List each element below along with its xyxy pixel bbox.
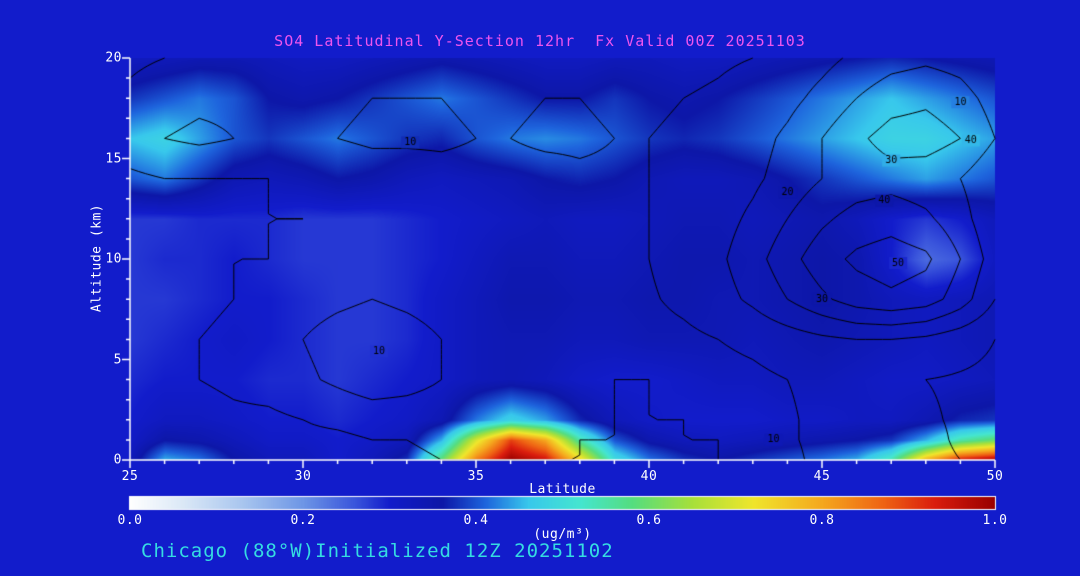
colorbar-tick-label: 0.4 (463, 513, 489, 528)
x-tick-label: 45 (813, 469, 831, 484)
x-tick-label: 25 (121, 469, 139, 484)
colorbar-unit-label: (ug/m³) (533, 527, 592, 542)
y-axis-label: Altitude (km) (89, 203, 105, 313)
colorbar-tick-label: 0.8 (809, 513, 835, 528)
colorbar-tick-label: 0.0 (117, 513, 143, 528)
footer-text: Chicago (88°W)Initialized 12Z 20251102 (141, 540, 614, 562)
x-tick-label: 40 (640, 469, 658, 484)
colorbar-tick-label: 1.0 (982, 513, 1008, 528)
colorbar-tick-label: 0.2 (290, 513, 316, 528)
x-tick-label: 30 (294, 469, 312, 484)
x-axis-label: Latitude (529, 482, 596, 497)
y-tick-label: 15 (105, 151, 122, 166)
y-tick-label: 5 (113, 352, 122, 367)
y-tick-label: 10 (105, 251, 122, 267)
y-tick-label: 20 (105, 50, 122, 66)
y-tick-label: 0 (113, 452, 122, 468)
x-tick-label: 35 (467, 469, 485, 484)
x-tick-label: 50 (986, 469, 1004, 484)
chart-title: SO4 Latitudinal Y-Section 12hr Fx Valid … (274, 32, 806, 50)
colorbar-tick-label: 0.6 (636, 513, 662, 528)
